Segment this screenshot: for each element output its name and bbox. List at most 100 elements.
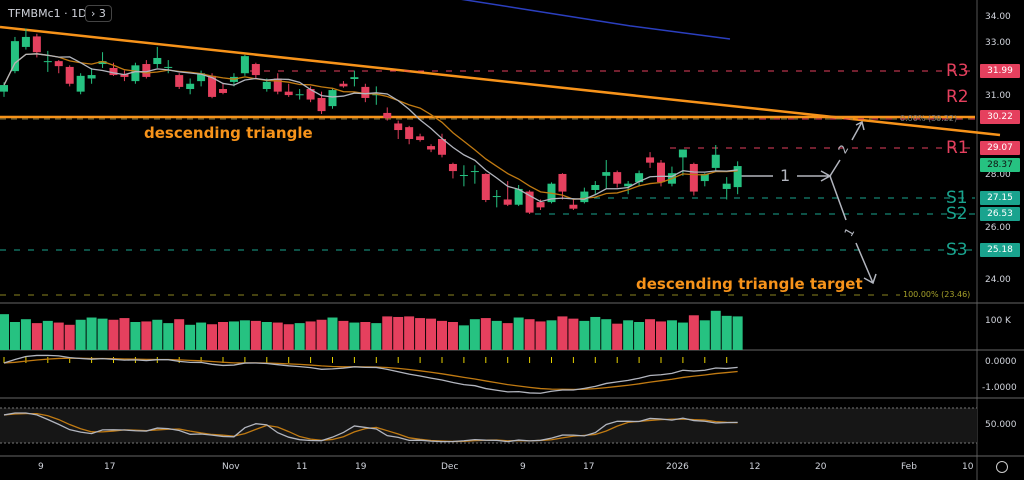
volume-bar <box>502 323 513 350</box>
volume-bar <box>360 322 371 350</box>
volume-bar <box>513 317 524 350</box>
candle-body <box>251 64 260 76</box>
volume-bar <box>196 322 207 350</box>
volume-bar <box>141 321 152 350</box>
r3-price-label: 31.99 <box>980 64 1020 78</box>
candle-body <box>120 74 129 77</box>
time-tick: 10 <box>962 462 974 472</box>
volume-bar <box>239 320 250 350</box>
time-tick: Dec <box>441 462 459 472</box>
candle-body <box>711 154 720 168</box>
macd-line <box>3 354 738 394</box>
settings-gear-icon[interactable] <box>996 461 1008 473</box>
candle-body <box>580 191 589 203</box>
candle-body <box>87 75 96 79</box>
volume-bar <box>546 320 557 350</box>
candle-body <box>0 85 8 92</box>
candle-body <box>131 65 140 82</box>
candle-body <box>602 172 611 176</box>
fib-0-label: 0.00% (30.22) <box>900 114 958 123</box>
volume-tick: 100 K <box>985 316 1011 326</box>
indicator-count: 3 <box>98 7 106 20</box>
s2-label: S2 <box>946 204 968 224</box>
volume-bar <box>53 322 64 350</box>
volume-bar <box>535 321 546 350</box>
candle-body <box>383 112 392 118</box>
volume-bar <box>732 316 743 350</box>
volume-bar <box>612 323 623 350</box>
candle-body <box>635 173 644 183</box>
time-tick: Feb <box>901 462 917 472</box>
candle-body <box>208 75 217 97</box>
candle-body <box>459 175 468 177</box>
price-tick: 24.00 <box>985 275 1011 285</box>
volume-bar <box>316 319 327 350</box>
time-tick: 9 <box>38 462 44 472</box>
candle-body <box>197 73 206 82</box>
candle-body <box>394 123 403 131</box>
volume-bar <box>437 320 447 350</box>
volume-bar <box>174 319 185 350</box>
candle-body <box>350 77 359 80</box>
volume-bar <box>207 324 218 350</box>
s1-label: S1 <box>946 188 968 208</box>
bearish-path-arrow[interactable] <box>829 175 877 285</box>
time-tick: 17 <box>583 462 595 472</box>
volume-bar <box>261 322 272 350</box>
candle-body <box>98 61 107 65</box>
volume-bar <box>75 319 86 350</box>
time-tick: 2026 <box>666 462 689 472</box>
candle-body <box>339 83 348 87</box>
bullish-path-arrow[interactable] <box>829 120 865 177</box>
candle-body <box>689 163 698 192</box>
volume-bar <box>349 322 360 350</box>
volume-bar <box>426 318 437 350</box>
volume-bar <box>228 321 239 350</box>
volume-bar <box>491 320 502 350</box>
volume-bar <box>9 322 20 350</box>
wave-1-label[interactable]: 1 <box>780 166 791 185</box>
macd-tick: 0.0000 <box>985 357 1017 367</box>
indicators-toggle[interactable]: › 3 <box>85 5 112 22</box>
candle-body <box>569 204 578 209</box>
price-tick: 26.00 <box>985 223 1011 233</box>
projection-arrow[interactable] <box>797 170 832 182</box>
price-tick: 31.00 <box>985 91 1011 101</box>
candle-body <box>405 127 414 139</box>
volume-bar <box>623 320 634 350</box>
candle-body <box>427 146 436 150</box>
s1-price-label: 27.15 <box>980 191 1020 205</box>
volume-bar <box>677 322 688 350</box>
candle-body <box>678 149 687 158</box>
candle-body <box>76 75 85 92</box>
volume-bar <box>601 319 612 350</box>
volume-bar <box>294 323 305 350</box>
fib-100-label: 100.00% (23.46) <box>903 290 971 299</box>
symbol-label[interactable]: TFMBMc1 · 1D <box>8 7 87 20</box>
r1-price-label: 29.07 <box>980 141 1020 155</box>
descending-triangle-label[interactable]: descending triangle <box>144 124 313 142</box>
triangle-target-label[interactable]: descending triangle target <box>636 275 863 293</box>
candle-body <box>43 61 52 63</box>
price-tick: 33.00 <box>985 38 1011 48</box>
volume-bar <box>404 316 415 350</box>
candle-body <box>481 173 490 200</box>
candle-body <box>536 202 545 208</box>
volume-bar <box>250 320 261 350</box>
volume-bar <box>688 315 699 350</box>
candle-body <box>657 162 665 183</box>
r2-label: R2 <box>946 87 969 107</box>
volume-bar <box>305 321 316 350</box>
candle-body <box>492 196 501 198</box>
candle-body <box>306 89 315 100</box>
s2-price-label: 26.53 <box>980 207 1020 221</box>
candle-body <box>32 36 41 53</box>
candle-body <box>21 36 30 47</box>
price-tick: 28.00 <box>985 170 1011 180</box>
volume-bar <box>393 316 404 350</box>
time-tick: 19 <box>355 462 367 472</box>
price-tick: 34.00 <box>985 12 1011 22</box>
volume-bar <box>469 319 480 350</box>
moving-average-fast <box>3 53 738 203</box>
